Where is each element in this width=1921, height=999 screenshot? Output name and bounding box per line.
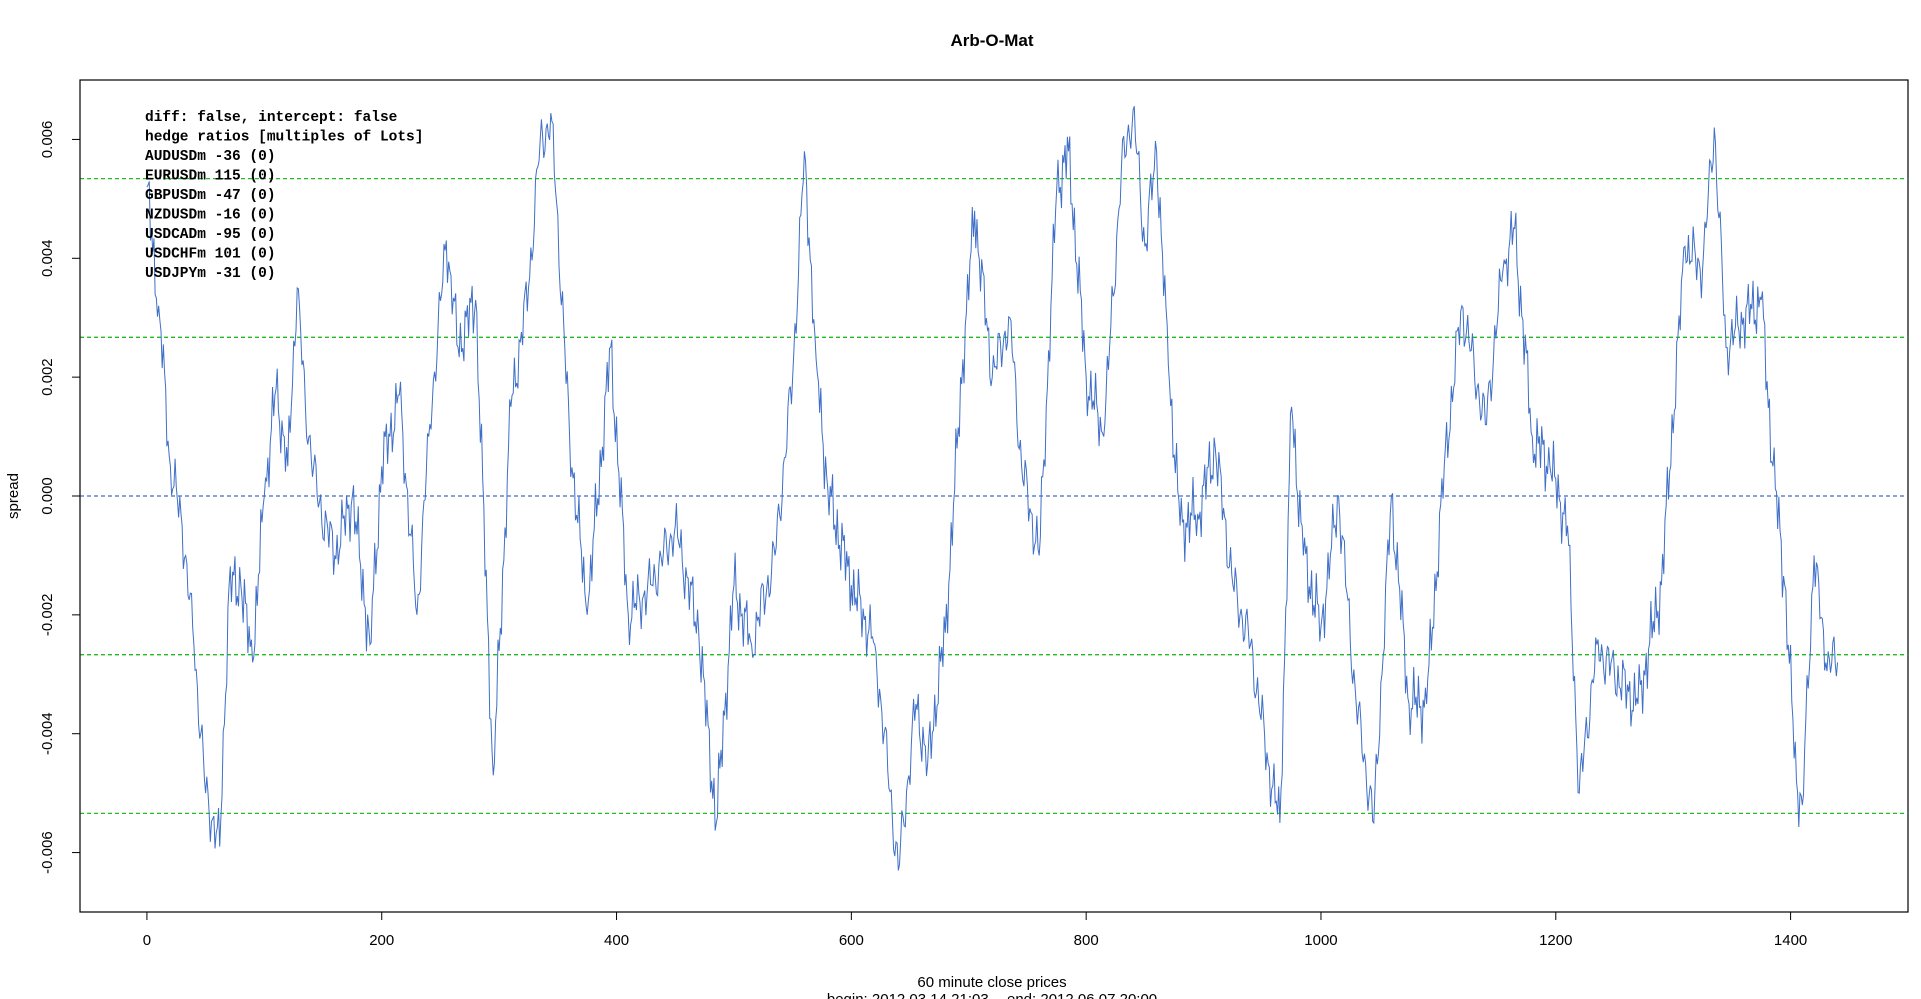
annotation-line-4: GBPUSDm -47 (0) xyxy=(145,188,276,204)
y-tick-label-1: -0.004 xyxy=(39,712,56,755)
y-tick-label-6: 0.006 xyxy=(39,121,56,159)
x-axis: 0 200 400 600 800 1000 1200 1400 xyxy=(143,911,1807,949)
x-tick-label-2: 400 xyxy=(604,932,629,949)
annotation-line-7: USDCHFm 101 (0) xyxy=(145,247,276,263)
series-group xyxy=(146,106,1839,871)
hedge-annotations: diff: false, intercept: false hedge ratio… xyxy=(145,110,423,282)
x-tick-label-4: 800 xyxy=(1074,932,1099,949)
x-tick-label-7: 1400 xyxy=(1774,932,1807,949)
y-tick-label-2: -0.002 xyxy=(39,594,56,637)
annotation-line-1: hedge ratios [multiples of Lots] xyxy=(145,130,423,146)
y-tick-label-0: -0.006 xyxy=(39,831,56,874)
x-tick-label-6: 1200 xyxy=(1539,932,1572,949)
x-axis-label: 60 minute close prices xyxy=(917,974,1066,991)
annotation-line-2: AUDUSDm -36 (0) xyxy=(145,149,276,165)
x-tick-label-1: 200 xyxy=(369,932,394,949)
annotation-line-3: EURUSDm 115 (0) xyxy=(145,169,276,185)
x-axis-sublabel: begin: 2012.03.14 21:03 -- end: 2012.06.… xyxy=(827,991,1157,999)
annotation-line-5: NZDUSDm -16 (0) xyxy=(145,208,276,224)
annotation-line-6: USDCADm -95 (0) xyxy=(145,227,276,243)
series-line-0 xyxy=(146,106,1839,871)
y-axis-label: spread xyxy=(5,473,22,519)
x-tick-label-3: 600 xyxy=(839,932,864,949)
annotation-line-0: diff: false, intercept: false xyxy=(145,110,397,126)
threshold-lines xyxy=(80,178,1908,814)
chart-title: Arb-O-Mat xyxy=(950,31,1033,50)
x-tick-label-0: 0 xyxy=(143,932,151,949)
y-tick-label-5: 0.004 xyxy=(39,240,56,278)
y-tick-label-4: 0.002 xyxy=(39,358,56,396)
x-tick-label-5: 1000 xyxy=(1304,932,1337,949)
annotation-line-8: USDJPYm -31 (0) xyxy=(145,266,276,282)
y-axis: -0.006 -0.004 -0.002 0.000 0.002 0.004 0.006 xyxy=(39,121,81,874)
y-tick-label-3: 0.000 xyxy=(39,477,56,515)
